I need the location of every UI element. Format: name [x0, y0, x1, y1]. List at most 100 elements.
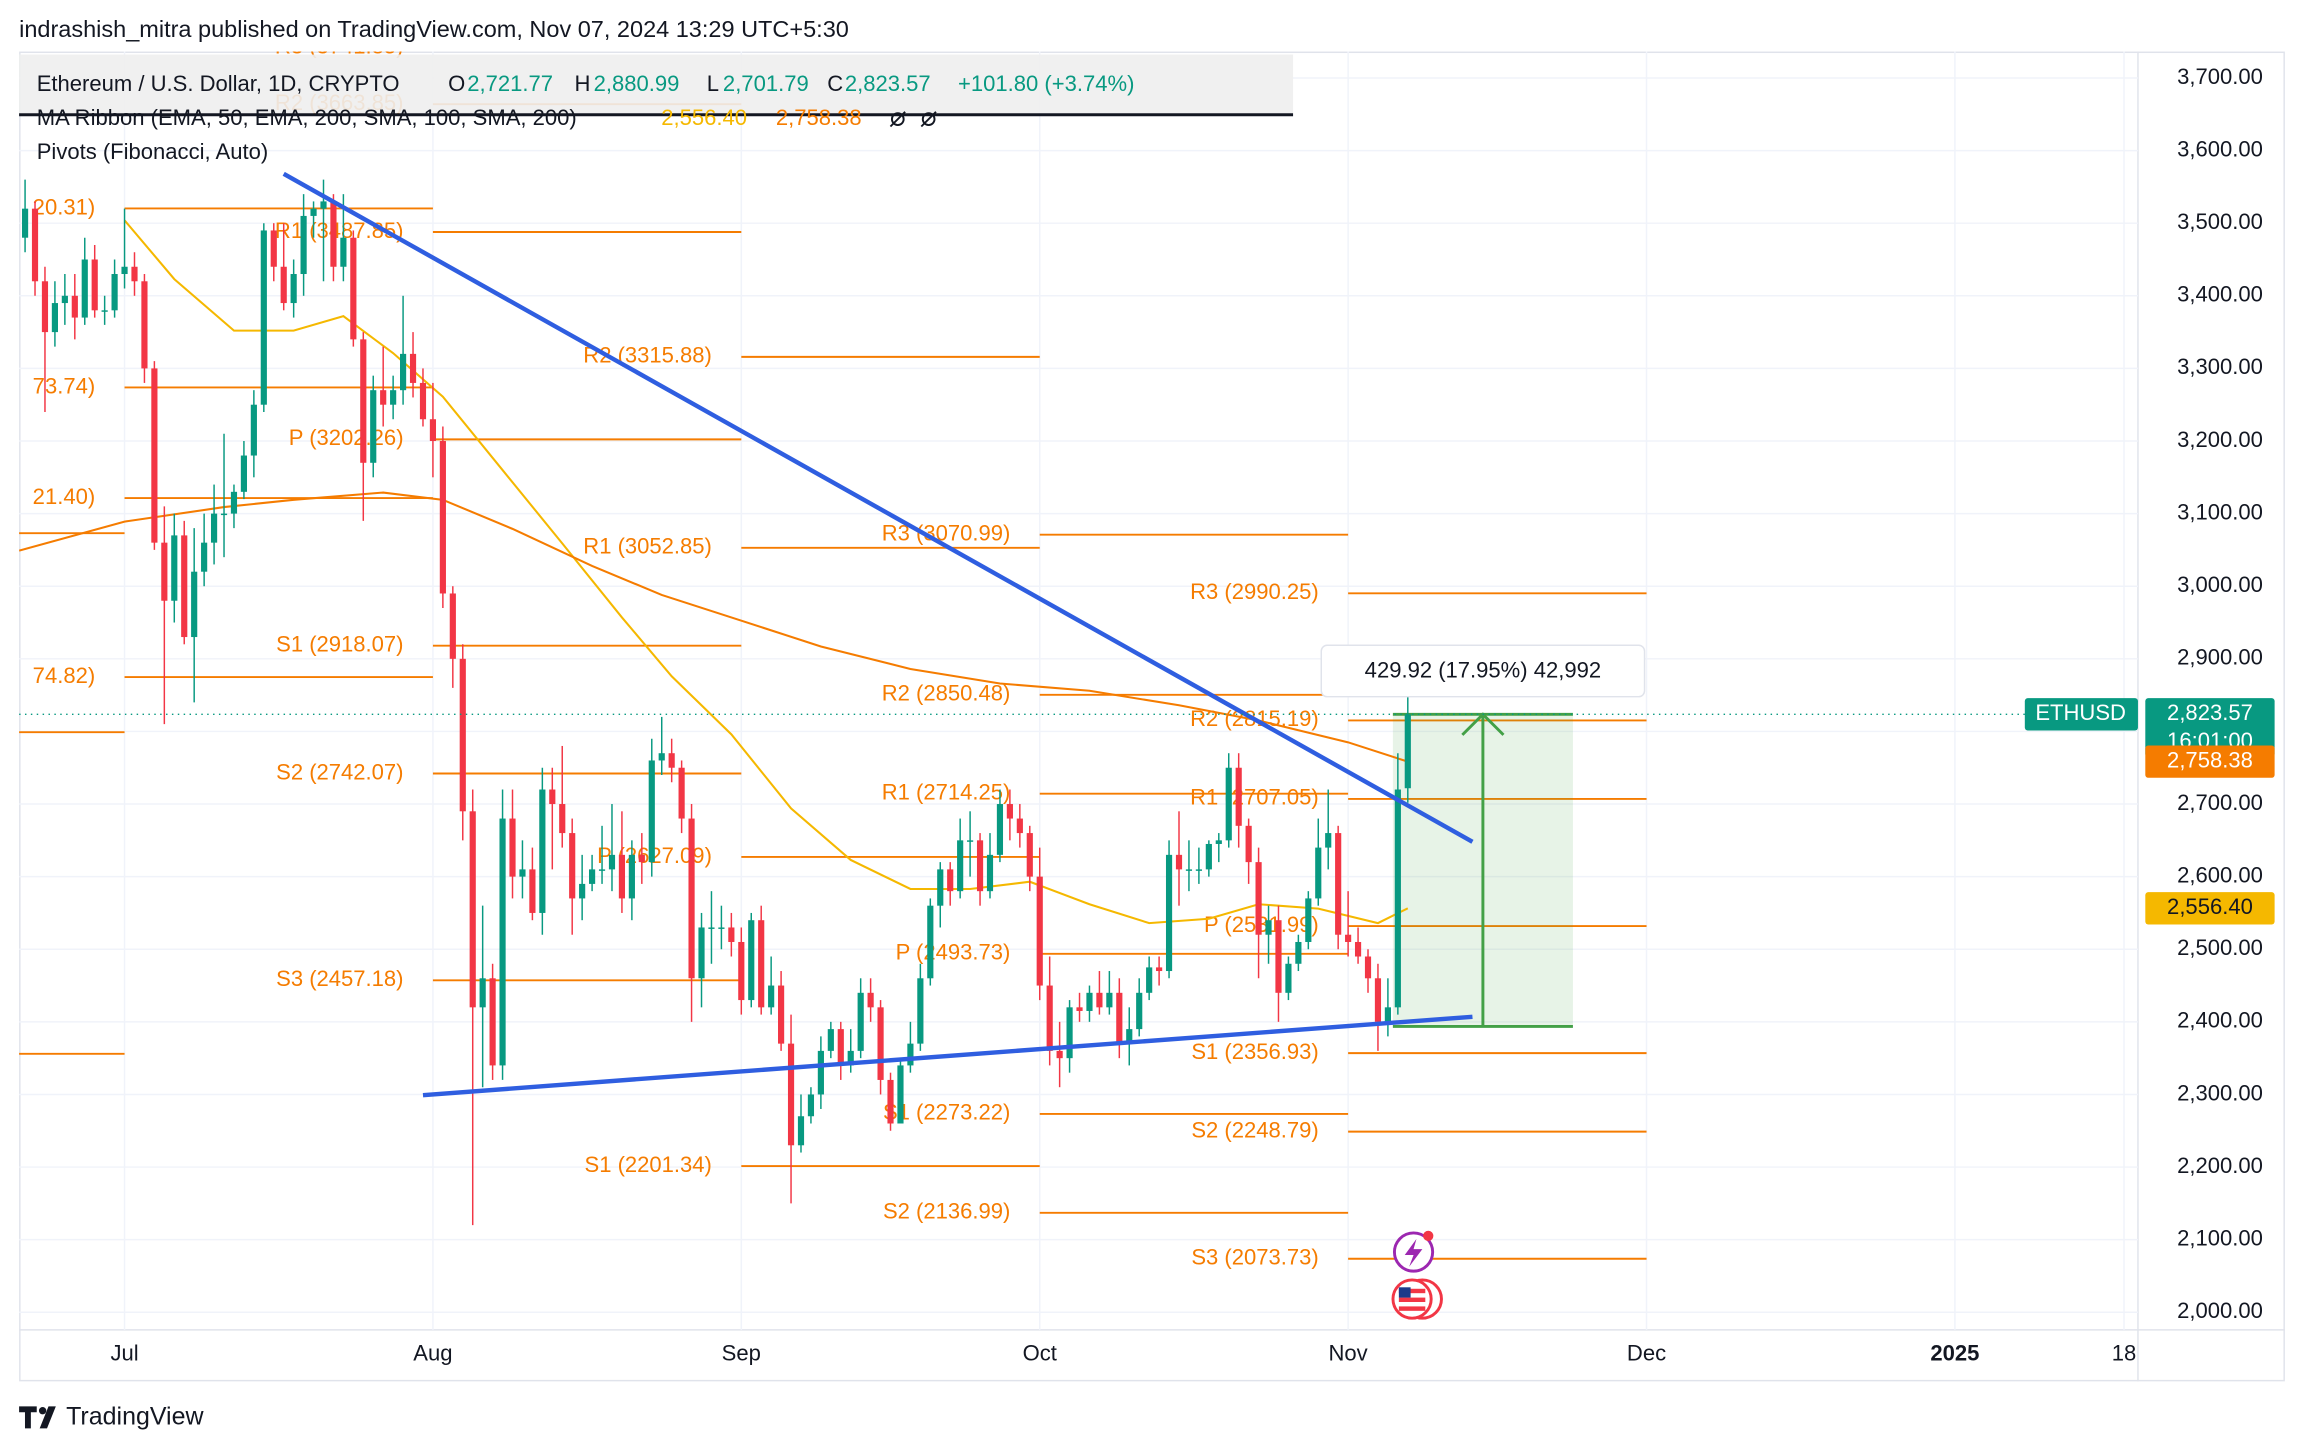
candle-body [201, 542, 208, 572]
candle-body [479, 978, 486, 1008]
candle-body [1016, 818, 1023, 834]
y-tick-label: 2,200.00 [2177, 1153, 2263, 1178]
pivot-label: S2 (2248.79) [1191, 1117, 1318, 1142]
candle-body [708, 927, 715, 929]
pivot-label: S2 (2742.07) [276, 759, 403, 784]
candle-body [1285, 963, 1292, 993]
candle-body [141, 281, 148, 369]
y-tick-label: 3,400.00 [2177, 282, 2263, 307]
candle-body [1046, 985, 1053, 1051]
candle-body [1086, 992, 1093, 1011]
legend-pivots: Pivots (Fibonacci, Auto) [37, 139, 268, 164]
candle-body [459, 658, 466, 812]
symbol-tag: ETHUSD [2035, 700, 2126, 725]
candle-body [1126, 1029, 1133, 1044]
candle-body [738, 941, 745, 1001]
candle-body [569, 833, 576, 899]
pivot-label: S2 (2136.99) [883, 1199, 1010, 1224]
candle-body [579, 883, 586, 899]
frame [19, 51, 2285, 1382]
candle-body [778, 985, 785, 1044]
candle-body [1374, 978, 1382, 1022]
x-tick-label: Aug [413, 1341, 452, 1366]
legend-key: C [827, 71, 843, 96]
candle-body [787, 1043, 795, 1146]
candle-body [131, 266, 138, 282]
legend-symbol: Ethereum / U.S. Dollar, 1D, CRYPTO [37, 71, 400, 96]
candle-body [390, 390, 397, 405]
trendline [422, 1014, 1473, 1098]
candle-body [1026, 833, 1033, 877]
candle-body [907, 1043, 914, 1066]
candle-body [1325, 833, 1332, 848]
y-tick-label: 3,200.00 [2177, 427, 2263, 452]
candle-body [101, 310, 108, 312]
candle-body [877, 1007, 884, 1080]
y-tick-label: 3,700.00 [2177, 64, 2263, 89]
candle-body [807, 1094, 815, 1117]
candle-body [1056, 1050, 1063, 1059]
candle-body [728, 927, 735, 942]
y-tick-label: 2,100.00 [2177, 1225, 2263, 1250]
candle-body [1335, 833, 1342, 935]
candle-body [976, 840, 984, 892]
candle-body [1364, 956, 1372, 979]
symbol-tag-bg [2024, 698, 2138, 731]
candle-body [1265, 920, 1272, 935]
candle-body [210, 513, 218, 543]
candle-body [837, 1029, 844, 1066]
legend: Ethereum / U.S. Dollar, 1D, CRYPTO O 2,7… [19, 54, 1294, 164]
candle-body [559, 804, 566, 834]
price-label: 2,556.40 [2167, 894, 2253, 919]
candle-body [350, 237, 357, 340]
candle-body [1295, 941, 1302, 964]
candle-body [618, 854, 626, 899]
candle-body [220, 513, 228, 516]
y-tick-label: 2,300.00 [2177, 1080, 2263, 1105]
candle-body [1245, 825, 1252, 863]
y-tick-label: 2,500.00 [2177, 935, 2263, 960]
candle-body [260, 230, 267, 405]
candle-body [967, 840, 974, 842]
price-label-bg [2145, 698, 2275, 757]
candle-body [1036, 876, 1043, 986]
candle-body [330, 201, 337, 267]
measure-label-bg [1320, 644, 1646, 698]
legend-value: 2,823.57 [845, 71, 931, 96]
y-tick-label: 3,500.00 [2177, 209, 2263, 234]
legend-value: 2,880.99 [594, 71, 680, 96]
pivot-label: R1 (3052.85) [583, 534, 712, 559]
candle-body [658, 753, 665, 761]
candle-body [61, 295, 68, 304]
candle-body [1205, 843, 1212, 870]
pivot-label: S1 (2273.22) [883, 1100, 1010, 1125]
candle-body [380, 390, 387, 405]
price-label-bg [2145, 745, 2275, 778]
candle-body [1345, 934, 1352, 942]
x-tick-label: 2025 [1930, 1341, 1979, 1366]
candle-body [121, 266, 128, 275]
event-icons [1391, 1230, 1443, 1320]
candle-body [748, 920, 755, 1001]
candle-body [91, 259, 98, 311]
y-tick-label: 3,100.00 [2177, 499, 2263, 524]
pivot-label: R1 (2714.25) [882, 780, 1011, 805]
candle-body [509, 818, 516, 877]
candle-body [867, 992, 874, 1008]
candle-body [797, 1116, 805, 1146]
candle-body [1404, 714, 1411, 789]
legend-value: 2,721.77 [467, 71, 553, 96]
candle-body [1185, 869, 1193, 871]
candle-body [827, 1029, 834, 1051]
candle-body [668, 753, 675, 768]
candle-body [151, 368, 158, 543]
candle-body [171, 535, 178, 601]
candle-body [499, 818, 506, 1066]
pivot-label: S1 (2201.34) [585, 1152, 712, 1177]
x-tick-label: Dec [1627, 1341, 1666, 1366]
candle-body [539, 789, 546, 913]
candle-body [1096, 992, 1103, 1008]
candle-body [1215, 840, 1222, 844]
candle-body [1156, 967, 1163, 972]
